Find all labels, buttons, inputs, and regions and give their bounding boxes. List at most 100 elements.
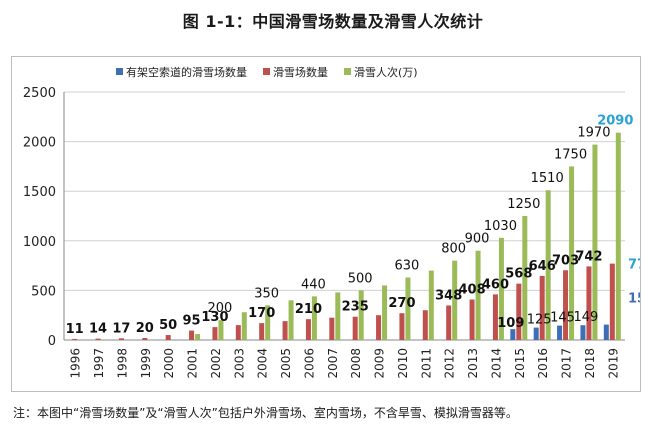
bar (569, 166, 575, 340)
x-tick-label: 2000 (162, 348, 176, 379)
x-tick-label: 2005 (279, 348, 293, 379)
legend-swatch (116, 68, 123, 75)
data-label: 568 (505, 267, 532, 282)
legend-label: 滑雪人次(万) (354, 65, 418, 79)
x-tick-label: 1999 (139, 348, 153, 379)
data-label: 440 (301, 277, 326, 292)
data-label: 270 (388, 296, 415, 311)
bar (142, 338, 148, 340)
bar (282, 321, 288, 340)
data-label: 1250 (507, 197, 540, 212)
bar (545, 190, 551, 340)
data-label: 235 (342, 300, 369, 315)
x-tick-label: 1996 (69, 348, 83, 379)
data-label: 145 (550, 311, 575, 326)
x-tick-label: 2017 (560, 348, 574, 379)
bar (329, 317, 335, 340)
x-tick-label: 2013 (466, 348, 480, 379)
data-label: 50 (159, 318, 177, 333)
data-label: 155 (628, 292, 640, 307)
data-label: 1030 (484, 219, 517, 234)
x-tick-label: 2009 (373, 348, 387, 379)
bar (95, 338, 101, 340)
data-label: 646 (529, 259, 556, 274)
bar (335, 292, 341, 340)
bar (498, 237, 504, 340)
bar (311, 296, 317, 340)
x-tick-label: 2014 (489, 348, 503, 379)
bar (615, 132, 621, 340)
legend-label: 有架空索道的滑雪场数量 (126, 65, 247, 79)
bar (218, 320, 224, 340)
bar (563, 270, 569, 340)
x-tick-label: 2004 (256, 348, 270, 379)
bar (72, 338, 78, 340)
x-tick-label: 2018 (583, 348, 597, 379)
chart-frame: 0 500 1000 1500 2000 2500 1996 1997 1998 1999 2000… (11, 56, 655, 392)
bar (609, 263, 615, 340)
data-label: 500 (348, 271, 373, 286)
bar (118, 338, 124, 340)
x-tick-label: 2007 (326, 348, 340, 379)
bar (265, 305, 271, 340)
y-tick-label: 500 (31, 284, 56, 299)
y-tick-label: 1500 (23, 185, 56, 200)
data-label: 350 (254, 286, 279, 301)
bar (212, 327, 218, 340)
data-label: 109 (497, 316, 524, 331)
bar (422, 310, 428, 340)
footnote: 注：本图中“滑雪场数量”及“滑雪人次”包括户外滑雪场、室内雪场，不含旱雪、模拟滑… (13, 406, 518, 420)
bar (382, 285, 388, 340)
data-label: 11 (66, 322, 84, 337)
data-label: 1510 (531, 171, 564, 186)
bar (510, 329, 516, 340)
bar (195, 334, 201, 340)
bar (288, 300, 294, 340)
bar (580, 325, 586, 340)
bar (446, 305, 452, 340)
x-tick-label: 2015 (513, 348, 527, 379)
x-tick-label: 2010 (396, 348, 410, 379)
bar (603, 324, 609, 340)
data-label: 460 (482, 277, 509, 292)
x-tick-label: 2002 (209, 348, 223, 379)
bar (492, 294, 498, 340)
bar (516, 283, 522, 340)
data-label: 630 (395, 259, 420, 274)
bar (405, 277, 411, 340)
bar (241, 312, 247, 340)
x-tick-label: 2019 (606, 348, 620, 379)
bar (352, 316, 358, 340)
bar (165, 335, 171, 340)
data-label: 170 (248, 306, 275, 321)
bar (189, 330, 195, 340)
page-title: 图 1-1：中国滑雪场数量及滑雪人次统计 (182, 12, 484, 31)
bar (469, 299, 475, 340)
bar (259, 323, 265, 340)
data-label: 125 (527, 313, 552, 328)
data-label: 770 (628, 258, 640, 273)
data-label: 17 (112, 321, 130, 336)
bar (452, 260, 458, 340)
y-tick-label: 1000 (23, 235, 56, 250)
bar (399, 313, 405, 340)
bar (358, 290, 364, 340)
bar-chart: 0 500 1000 1500 2000 2500 1996 1997 1998 1999 2000… (23, 65, 655, 379)
x-tick-label: 2011 (419, 348, 433, 379)
bar (475, 250, 481, 340)
x-tick-label: 2008 (349, 348, 363, 379)
x-tick-label: 1997 (92, 348, 106, 379)
data-label: 149 (574, 310, 599, 325)
x-tick-label: 1998 (115, 348, 129, 379)
legend-swatch (344, 68, 351, 75)
x-tick-label: 2003 (232, 348, 246, 379)
data-label: 1750 (554, 147, 587, 162)
data-label: 95 (183, 314, 201, 329)
x-tick-label: 2001 (186, 348, 200, 379)
legend-label: 滑雪场数量 (273, 65, 328, 79)
data-label: 800 (441, 242, 466, 257)
y-tick-label: 0 (48, 334, 56, 349)
data-label: 408 (458, 283, 485, 298)
data-label: 2090 (597, 114, 633, 129)
data-label: 210 (295, 302, 322, 317)
